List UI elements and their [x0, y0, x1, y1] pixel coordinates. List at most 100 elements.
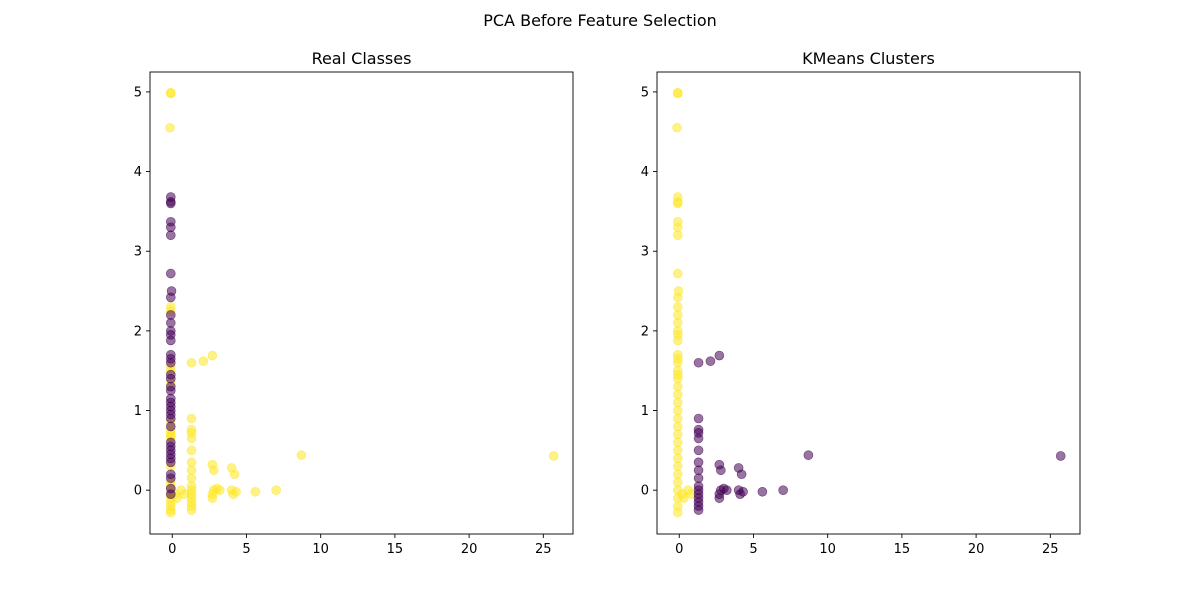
scatter-point	[229, 469, 240, 480]
y-tick-label: 4	[134, 165, 142, 180]
real-classes-axes-frame	[149, 71, 574, 535]
scatter-point	[693, 433, 704, 444]
x-tick-label: 5	[749, 542, 757, 557]
scatter-point	[693, 505, 704, 515]
real-classes-panel: Real Classes 0 5 10 15 20 25 0 1 2 3 4 5	[134, 49, 574, 557]
scatter-point	[757, 486, 768, 497]
kmeans-points	[672, 87, 1066, 518]
x-tick-label: 25	[535, 542, 552, 557]
x-tick-label: 15	[894, 542, 911, 557]
scatter-point	[672, 268, 683, 279]
scatter-point	[803, 450, 814, 460]
scatter-point	[186, 357, 197, 368]
figure-suptitle: PCA Before Feature Selection	[483, 11, 717, 30]
scatter-point	[672, 373, 683, 384]
scatter-point	[165, 357, 176, 368]
scatter-point	[165, 268, 176, 279]
scatter-point	[678, 493, 689, 503]
scatter-point	[207, 350, 218, 361]
scatter-point	[672, 230, 683, 241]
scatter-point	[198, 356, 209, 366]
scatter-point	[693, 473, 704, 484]
x-tick-label: 20	[968, 542, 985, 557]
y-tick-label: 2	[641, 324, 649, 339]
scatter-point	[672, 302, 683, 312]
scatter-point	[231, 486, 241, 497]
scatter-point	[738, 486, 748, 497]
scatter-point	[165, 318, 176, 328]
scatter-point	[672, 453, 683, 464]
y-tick-label: 5	[134, 85, 142, 100]
scatter-point	[165, 489, 176, 499]
kmeans-title: KMeans Clusters	[802, 49, 935, 68]
scatter-point	[207, 493, 218, 503]
scatter-point	[672, 381, 683, 392]
scatter-point	[672, 397, 683, 408]
scatter-point	[165, 457, 176, 468]
scatter-point	[186, 445, 197, 456]
scatter-point	[186, 413, 197, 424]
scatter-point	[672, 469, 683, 480]
scatter-point	[250, 486, 261, 497]
scatter-point	[672, 437, 683, 448]
scatter-point	[165, 473, 176, 484]
scatter-point	[672, 461, 683, 472]
scatter-point	[548, 451, 559, 461]
x-tick-label: 25	[1042, 542, 1059, 557]
scatter-point	[165, 310, 176, 320]
scatter-point	[714, 350, 725, 361]
scatter-point	[209, 465, 219, 476]
scatter-point	[672, 335, 683, 346]
scatter-point	[714, 493, 725, 503]
scatter-point	[165, 413, 176, 424]
scatter-point	[672, 357, 683, 368]
scatter-point	[165, 198, 176, 209]
scatter-point	[693, 465, 704, 476]
scatter-point	[705, 356, 716, 366]
scatter-point	[672, 122, 682, 133]
x-tick-label: 0	[675, 542, 683, 557]
scatter-point	[186, 505, 197, 515]
scatter-point	[778, 485, 788, 495]
scatter-point	[672, 405, 683, 416]
scatter-point	[165, 230, 176, 241]
scatter-point	[672, 421, 683, 432]
y-tick-label: 0	[641, 484, 649, 499]
scatter-point	[165, 88, 176, 99]
scatter-point	[672, 292, 683, 303]
scatter-point	[186, 457, 197, 468]
scatter-point	[165, 373, 176, 384]
scatter-point	[271, 485, 281, 495]
scatter-point	[672, 413, 683, 424]
y-tick-label: 3	[134, 245, 142, 260]
scatter-point	[672, 429, 683, 440]
scatter-point	[693, 457, 704, 468]
y-tick-label: 1	[134, 404, 142, 419]
scatter-point	[165, 421, 176, 432]
scatter-point	[693, 445, 704, 456]
scatter-point	[721, 485, 732, 495]
kmeans-axes-frame	[656, 71, 1081, 535]
scatter-point	[165, 292, 176, 303]
scatter-point	[672, 389, 683, 400]
scatter-point	[693, 413, 704, 424]
scatter-point	[672, 445, 683, 456]
scatter-point	[165, 122, 175, 133]
scatter-point	[186, 433, 197, 444]
x-tick-label: 10	[819, 542, 836, 557]
y-tick-label: 5	[641, 85, 649, 100]
scatter-point	[672, 507, 683, 518]
scatter-point	[716, 465, 726, 476]
y-tick-label: 4	[641, 165, 649, 180]
scatter-point	[693, 357, 704, 368]
scatter-point	[165, 507, 176, 518]
x-tick-label: 10	[312, 542, 329, 557]
scatter-point	[672, 88, 683, 99]
x-tick-label: 0	[168, 542, 176, 557]
scatter-point	[165, 335, 176, 346]
x-tick-label: 20	[461, 542, 478, 557]
scatter-point	[186, 473, 197, 484]
